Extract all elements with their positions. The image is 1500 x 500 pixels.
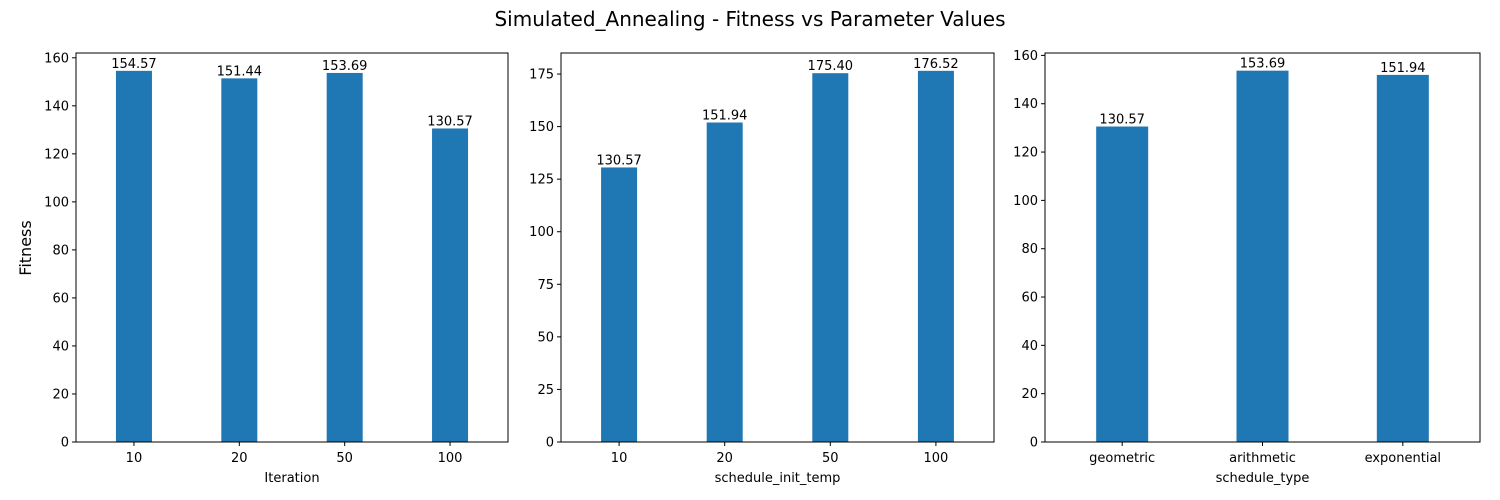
- y-tick-label: 25: [537, 383, 554, 398]
- bar: [326, 72, 363, 443]
- subplot-1: 0 20 40 60 80 100 120 140 160 154.57 10 151.44 20 153…: [44, 51, 509, 486]
- data-label: 130.57: [1099, 113, 1145, 128]
- x-tick-label: 100: [438, 451, 463, 466]
- y-tick-label: 20: [1021, 387, 1038, 402]
- y-tick-label: 60: [1021, 291, 1038, 306]
- data-label: 176.52: [913, 57, 959, 72]
- x-tick-label: 20: [231, 451, 248, 466]
- figure-title: Simulated_Annealing - Fitness vs Paramet…: [494, 7, 1005, 31]
- y-tick-label: 50: [537, 330, 554, 345]
- x-tick-label: 50: [336, 451, 353, 466]
- bar: [1096, 126, 1149, 443]
- bar: [432, 128, 469, 442]
- data-label: 153.69: [322, 59, 368, 74]
- data-label: 153.69: [1240, 57, 1286, 72]
- y-tick-label: 80: [1021, 242, 1038, 257]
- axes-frame: [1044, 52, 1481, 443]
- x-tick-label: 10: [611, 451, 628, 466]
- y-tick-label: 100: [44, 195, 69, 210]
- bar: [221, 78, 258, 442]
- y-tick-label: 175: [529, 68, 554, 83]
- subplot-3: 0 20 40 60 80 100 120 140 160 130.57 geometric 153.…: [1013, 49, 1481, 486]
- bar: [115, 70, 152, 442]
- bar: [1376, 74, 1429, 442]
- y-tick-label: 75: [537, 278, 554, 293]
- y-tick-label: 140: [44, 99, 69, 114]
- bar: [601, 167, 638, 442]
- y-tick-label: 0: [61, 436, 69, 451]
- x-tick-label: geometric: [1089, 451, 1155, 466]
- x-axis-label: schedule_type: [1216, 471, 1310, 486]
- y-tick-label: 120: [1013, 146, 1038, 161]
- y-tick-label: 60: [52, 291, 69, 306]
- y-tick-label: 100: [529, 225, 554, 240]
- data-label: 154.57: [111, 57, 157, 72]
- x-tick-label: 100: [924, 451, 949, 466]
- bar: [917, 70, 954, 442]
- y-tick-label: 100: [1013, 194, 1038, 209]
- y-tick-label: 20: [52, 387, 69, 402]
- data-label: 130.57: [596, 153, 642, 168]
- x-axis-label: Iteration: [264, 471, 319, 486]
- y-tick-label: 120: [44, 147, 69, 162]
- y-tick-label: 125: [529, 173, 554, 188]
- y-tick-label: 0: [546, 436, 554, 451]
- x-tick-label: exponential: [1365, 451, 1441, 466]
- data-label: 151.94: [702, 109, 748, 124]
- data-label: 130.57: [427, 114, 473, 129]
- y-tick-label: 80: [52, 243, 69, 258]
- y-tick-label: 0: [1030, 436, 1038, 451]
- y-tick-label: 150: [529, 120, 554, 135]
- axes-frame: [75, 52, 509, 443]
- y-tick-label: 160: [44, 51, 69, 66]
- y-axis-label: Fitness: [16, 220, 35, 275]
- y-tick-label: 160: [1013, 49, 1038, 64]
- x-tick-label: 10: [126, 451, 143, 466]
- data-label: 175.40: [808, 59, 854, 74]
- subplot-2: 0 25 50 75 100 125 150 175 130.57 10 151.94 20 175.4…: [529, 52, 995, 486]
- x-tick-label: 20: [716, 451, 733, 466]
- bar: [706, 122, 743, 442]
- y-tick-label: 140: [1013, 97, 1038, 112]
- y-tick-label: 40: [1021, 339, 1038, 354]
- axes-frame: [560, 52, 995, 443]
- x-tick-label: 50: [822, 451, 839, 466]
- bar: [812, 73, 849, 442]
- x-axis-label: schedule_init_temp: [715, 471, 841, 486]
- data-label: 151.94: [1380, 61, 1426, 76]
- bar: [1236, 70, 1289, 442]
- x-tick-label: arithmetic: [1229, 451, 1296, 466]
- data-label: 151.44: [217, 64, 263, 79]
- y-tick-label: 40: [52, 339, 69, 354]
